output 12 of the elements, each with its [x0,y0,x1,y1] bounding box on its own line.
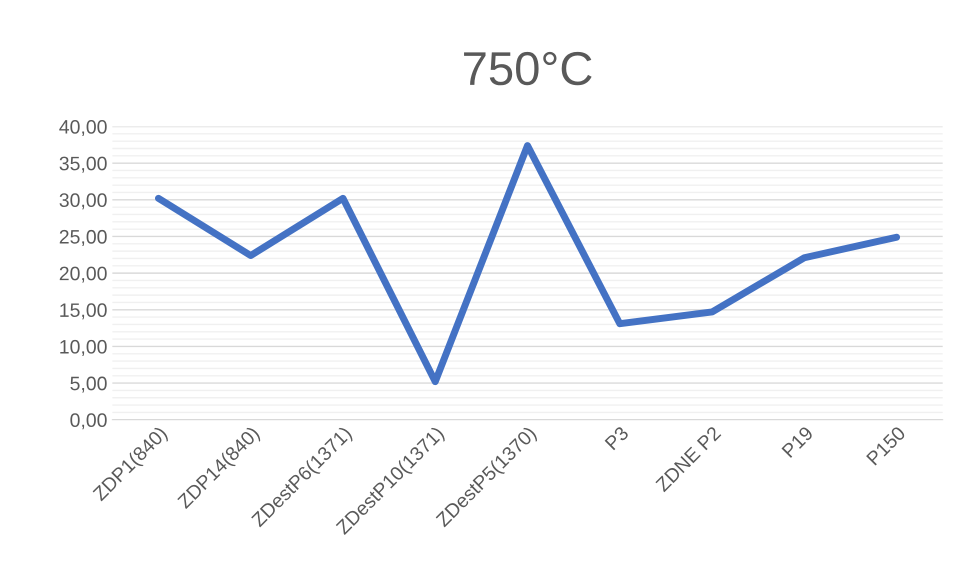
y-tick-label: 10,00 [60,340,107,356]
y-tick-label: 0,00 [70,413,107,430]
y-tick-label: 15,00 [60,303,107,320]
y-tick-label: 25,00 [60,230,107,246]
chart-title: 750°C [464,52,592,86]
y-tick-label: 5,00 [70,376,107,393]
y-tick-label: 35,00 [60,156,107,173]
y-tick-label: 30,00 [60,193,107,210]
x-tick-label: P3 [604,426,630,450]
x-tick-label: P19 [781,426,814,458]
y-tick-label: 20,00 [60,266,107,283]
y-tick-label: 40,00 [59,120,107,136]
